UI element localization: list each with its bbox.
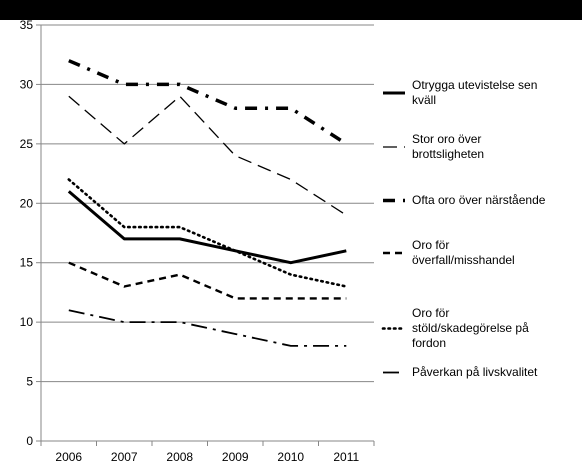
top-cropped-banner: [0, 0, 582, 20]
legend-label-2: Stor oro över: [412, 132, 481, 146]
legend-label-4: Oro för: [412, 238, 449, 252]
legend-label-3: Ofta oro över närstående: [412, 193, 546, 207]
series-lines: [67, 59, 348, 347]
series-line-5: [67, 178, 348, 288]
x-tick-label: 2006: [55, 450, 82, 464]
series-line-1: [67, 190, 347, 265]
legend-label-5: stöld/skadegörelse på: [412, 321, 529, 335]
x-axis-ticks: 2006 2007 2008 2009 2010 2011: [40, 441, 375, 464]
x-tick-label: 2009: [222, 450, 249, 464]
legend-label-1: kväll: [412, 93, 436, 107]
y-tick-label: 10: [20, 315, 34, 329]
y-tick-label: 0: [26, 434, 33, 448]
legend-label-1: Otrygga utevistelse sen: [412, 78, 537, 92]
y-axis-ticks: 0 5 10 15 20 25 30 35: [20, 18, 41, 448]
series-line-2: [68, 95, 347, 216]
series-line-4: [68, 261, 347, 300]
legend-label-5: fordon: [412, 336, 446, 350]
y-tick-label: 35: [20, 18, 34, 32]
legend-label-2: brottsligheten: [412, 147, 484, 161]
legend-label-4: överfall/misshandel: [412, 253, 515, 267]
y-tick-label: 5: [26, 375, 33, 389]
x-tick-label: 2011: [333, 450, 359, 464]
gridlines: [41, 24, 374, 383]
x-tick-label: 2008: [166, 450, 193, 464]
y-tick-label: 15: [20, 256, 34, 270]
legend-label-5: Oro för: [412, 306, 449, 320]
y-tick-label: 30: [20, 77, 34, 91]
series-line-3: [68, 59, 348, 146]
legend-label-6: Påverkan på livskvalitet: [412, 365, 538, 379]
y-tick-label: 25: [20, 137, 34, 151]
x-tick-label: 2010: [277, 450, 304, 464]
y-tick-label: 20: [20, 196, 34, 210]
x-tick-label: 2007: [111, 450, 138, 464]
